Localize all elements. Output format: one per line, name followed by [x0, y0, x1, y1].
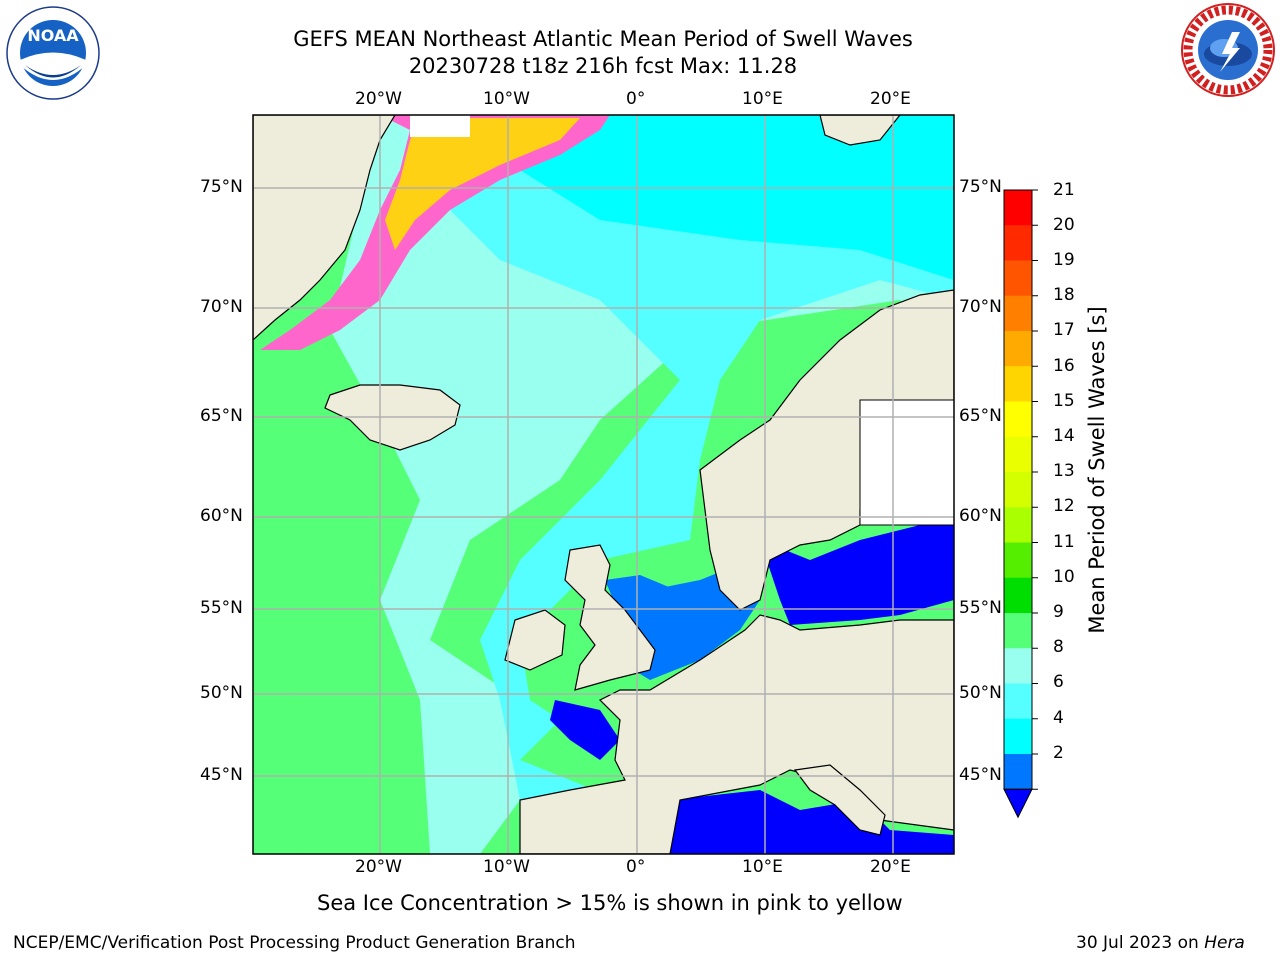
bothnia-nodata	[859, 399, 954, 526]
colorbar-segment	[1004, 507, 1032, 543]
colorbar-tick: 2	[1053, 743, 1064, 763]
lat-label-right-65n: 65°N	[959, 406, 1002, 426]
britain-land	[564, 544, 656, 691]
noaa-logo-text: NOAA	[27, 26, 79, 45]
colorbar-tick: 4	[1053, 708, 1064, 728]
colorbar-segment	[1004, 718, 1032, 755]
noaa-logo: NOAA	[6, 6, 100, 100]
italy-land	[793, 764, 886, 836]
lon-label-bottom-20e: 20°E	[870, 857, 911, 877]
colorbar-segment	[1004, 472, 1032, 508]
lat-label-left-45n: 45°N	[200, 765, 243, 785]
lon-label-top-20e: 20°E	[870, 89, 911, 109]
sea-ice-band	[260, 115, 610, 350]
lon-label-bottom-0: 0°	[626, 857, 646, 877]
lon-label-top-10e: 10°E	[742, 89, 783, 109]
colorbar-segment	[1004, 190, 1032, 226]
lat-label-right-70n: 70°N	[959, 297, 1002, 317]
lat-label-left-70n: 70°N	[200, 297, 243, 317]
colorbar-tick: 14	[1053, 426, 1075, 446]
colorbar-segment	[1004, 295, 1032, 332]
lat-label-left-60n: 60°N	[200, 506, 243, 526]
colorbar-segment	[1004, 366, 1032, 402]
lon-label-bottom-10e: 10°E	[742, 857, 783, 877]
map-frame	[252, 114, 955, 855]
colorbar-tick: 10	[1053, 567, 1075, 587]
swell-region-greenland-green	[253, 420, 380, 854]
colorbar-tick: 20	[1053, 215, 1075, 235]
colorbar-tick: 11	[1053, 532, 1075, 552]
lon-label-bottom-10w: 10°W	[483, 857, 530, 877]
colorbar-tick: 15	[1053, 391, 1075, 411]
footer-date: 30 Jul 2023 on Hera	[1076, 933, 1245, 953]
colorbar-tick: 16	[1053, 356, 1075, 376]
lon-label-top-10w: 10°W	[483, 89, 530, 109]
ireland-land	[504, 609, 566, 671]
colorbar-tick: 17	[1053, 320, 1075, 340]
greenland-land	[253, 115, 396, 341]
footer-host: Hera	[1204, 933, 1245, 953]
lat-label-left-65n: 65°N	[200, 406, 243, 426]
swell-region-baltic	[760, 525, 954, 625]
lon-label-top-20w: 20°W	[355, 89, 402, 109]
lat-label-left-55n: 55°N	[200, 598, 243, 618]
colorbar-segment	[1004, 613, 1032, 649]
colorbar-extend-arrow	[1003, 788, 1033, 819]
colorbar-tick: 8	[1053, 637, 1064, 657]
lon-label-top-0: 0°	[626, 89, 646, 109]
colorbar-segment	[1004, 648, 1032, 684]
nws-logo	[1181, 3, 1275, 97]
sea-ice-core	[385, 118, 580, 250]
plot-subtitle: 20230728 t18z 216h fcst Max: 11.28	[408, 54, 798, 78]
swell-region-biscay	[550, 700, 620, 760]
colorbar-segment	[1004, 436, 1032, 473]
colorbar-segment	[1004, 225, 1032, 261]
graticule	[253, 115, 954, 854]
swell-region-4s	[520, 115, 954, 280]
lat-label-right-50n: 50°N	[959, 683, 1002, 703]
lat-label-right-75n: 75°N	[959, 177, 1002, 197]
colorbar-frame	[1003, 189, 1033, 790]
colorbar	[1003, 189, 1038, 819]
ice-nodata-patch	[410, 115, 470, 137]
footer-date-text: 30 Jul 2023 on	[1076, 933, 1205, 953]
svalbard-land	[819, 115, 901, 146]
colorbar-segment	[1004, 331, 1032, 367]
lat-label-right-55n: 55°N	[959, 598, 1002, 618]
colorbar-tick: 21	[1053, 180, 1075, 200]
colorbar-segment	[1004, 260, 1032, 297]
colorbar-segment	[1004, 683, 1032, 720]
lon-label-bottom-20w: 20°W	[355, 857, 402, 877]
colorbar-title: Mean Period of Swell Waves [s]	[1085, 306, 1109, 634]
colorbar-tick: 6	[1053, 672, 1064, 692]
sea-ice-note: Sea Ice Concentration > 15% is shown in …	[317, 891, 903, 915]
lat-label-left-50n: 50°N	[200, 683, 243, 703]
continent-land	[519, 614, 954, 854]
colorbar-tick: 9	[1053, 602, 1064, 622]
colorbar-segment	[1004, 542, 1032, 579]
lat-label-left-75n: 75°N	[200, 177, 243, 197]
colorbar-tick: 19	[1053, 250, 1075, 270]
plot-title: GEFS MEAN Northeast Atlantic Mean Period…	[293, 27, 913, 51]
colorbar-tick: 13	[1053, 461, 1075, 481]
swell-region-mediterranean	[670, 790, 954, 854]
lat-label-right-60n: 60°N	[959, 506, 1002, 526]
footer-credit: NCEP/EMC/Verification Post Processing Pr…	[13, 933, 576, 953]
lat-label-right-45n: 45°N	[959, 765, 1002, 785]
colorbar-tick: 12	[1053, 496, 1075, 516]
colorbar-segment	[1004, 577, 1032, 614]
colorbar-tick: 18	[1053, 285, 1075, 305]
colorbar-segment	[1004, 754, 1032, 790]
colorbar-segment	[1004, 401, 1032, 438]
